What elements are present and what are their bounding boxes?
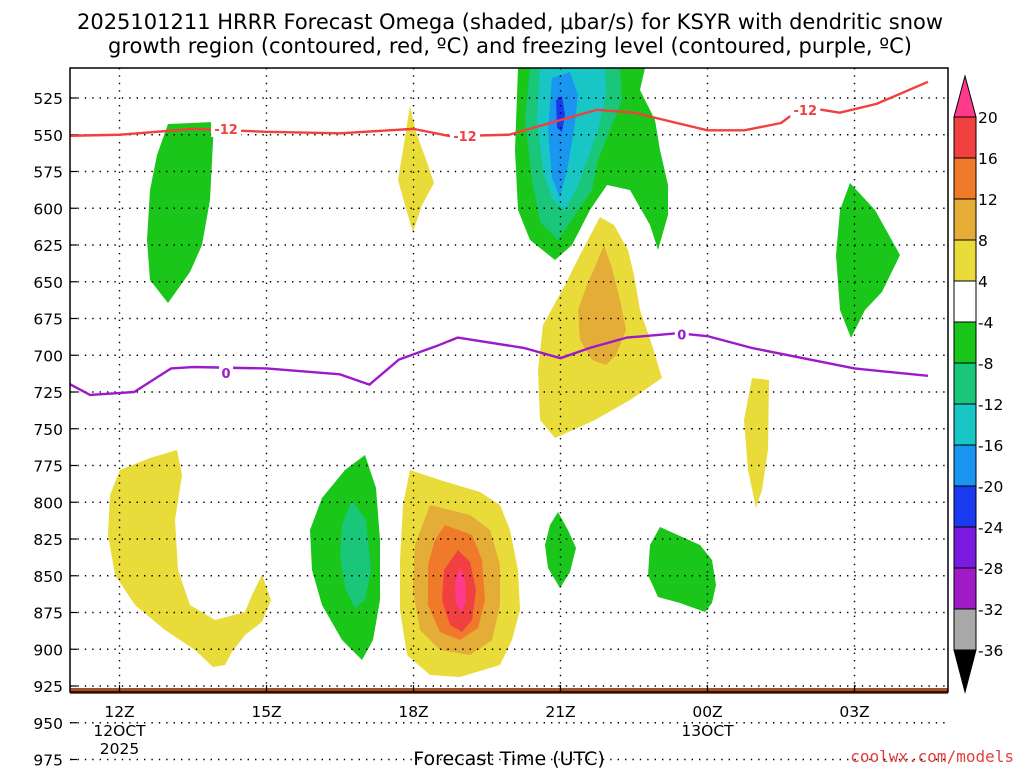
y-tick-label: 975	[33, 752, 63, 768]
colorbar-label: 4	[978, 273, 988, 291]
credit-text: coolwx.com/models	[850, 747, 1014, 766]
colorbar-label: 20	[978, 109, 998, 127]
x-year-label: 2025	[100, 740, 139, 758]
colorbar-segment	[953, 116, 977, 159]
colorbar-label: 12	[978, 191, 998, 209]
colorbar-label: -32	[978, 601, 1003, 619]
y-tick-label: 775	[33, 458, 63, 476]
colorbar-label: -12	[978, 396, 1003, 414]
freezing-level-line-label: 0	[677, 329, 686, 344]
surface-ground-bar	[70, 688, 948, 694]
chart-title-line1: 2025101211 HRRR Forecast Omega (shaded, …	[77, 10, 943, 34]
x-tick-label: 18Z	[398, 703, 428, 721]
colorbar-segment	[953, 198, 977, 241]
colorbar-segment	[953, 403, 977, 446]
y-tick-label: 900	[33, 641, 63, 659]
dgz-isotherm-line-label-bg	[790, 101, 821, 118]
dgz-isotherm-line-label-bg	[449, 128, 480, 145]
colorbar-segment	[953, 280, 977, 323]
y-tick-label: 700	[33, 347, 63, 365]
dgz-isotherm-line-label: -12	[214, 123, 238, 138]
colorbar-segment	[953, 485, 977, 528]
colorbar-segment	[953, 157, 977, 200]
y-tick-label: 725	[33, 384, 63, 402]
colorbar-segment	[953, 239, 977, 282]
freezing-level-line-label: 0	[222, 367, 231, 382]
omega-region-downward-12z-lowlevel	[108, 450, 271, 667]
colorbar-top-triangle	[953, 74, 977, 118]
colorbar-segment	[953, 526, 977, 569]
omega-shading	[108, 68, 900, 677]
y-tick-label: 825	[33, 531, 63, 549]
colorbar-bottom-triangle	[953, 649, 977, 694]
freezing-level-line	[70, 332, 929, 397]
x-tick-label: 03Z	[839, 703, 869, 721]
contour-lines: -12 -12 -12 0 0	[70, 80, 929, 397]
y-tick-label: 625	[33, 237, 63, 255]
colorbar-label: -8	[978, 355, 993, 373]
colorbar-label: -28	[978, 560, 1003, 578]
dgz-isotherm-line-label-bg	[211, 120, 242, 137]
y-tick-label: 650	[33, 274, 63, 292]
y-tick-label: 875	[33, 605, 63, 623]
y-tick-label: 600	[33, 200, 63, 218]
colorbar-label: 8	[978, 232, 988, 250]
y-tick-label: 675	[33, 311, 63, 329]
colorbar-segment	[953, 444, 977, 487]
freezing-level-line-label-bg	[674, 326, 689, 343]
omega-region-upward-03z	[836, 183, 900, 338]
y-tick-label: 850	[33, 568, 63, 586]
gridlines	[70, 68, 948, 761]
x-tick-label: 00Z	[692, 703, 722, 721]
y-tick-label: 525	[33, 90, 63, 108]
x-tick-label: 12Z	[104, 703, 134, 721]
omega-region-downward-22z-orange	[578, 245, 626, 365]
x-date-label: 13OCT	[681, 722, 734, 740]
x-tick-label: 15Z	[251, 703, 281, 721]
freezing-level-line-label-bg	[219, 364, 234, 381]
colorbar-label: -16	[978, 437, 1003, 455]
colorbar: 20 16 12 8 4 -4 -8 -12 -16 -20 -24 -28 -32 -36	[953, 74, 1003, 694]
colorbar-label: -20	[978, 478, 1003, 496]
y-tick-label: 750	[33, 421, 63, 439]
omega-region-upward-13z	[147, 122, 214, 303]
x-tick-label: 21Z	[545, 703, 575, 721]
colorbar-segment	[953, 362, 977, 405]
omega-region-upward-21z-darkblue	[556, 96, 565, 132]
colorbar-label: -4	[978, 314, 993, 332]
x-axis-label: Forecast Time (UTC)	[413, 748, 604, 768]
x-date-label: 12OCT	[93, 722, 146, 740]
colorbar-label: -24	[978, 519, 1003, 537]
chart-title-line2: growth region (contoured, red, ºC) and f…	[108, 34, 912, 58]
colorbar-segment	[953, 567, 977, 610]
y-tick-label: 550	[33, 127, 63, 145]
omega-region-upward-17z-teal	[340, 500, 371, 608]
omega-region-downward-18z-aloft	[398, 106, 434, 232]
colorbar-label: -36	[978, 642, 1003, 660]
omega-region-downward-19z-pink	[455, 567, 466, 612]
colorbar-segment	[953, 608, 977, 651]
colorbar-label: 16	[978, 150, 998, 168]
y-tick-label: 575	[33, 164, 63, 182]
colorbar-segment	[953, 321, 977, 364]
omega-region-upward-00z-lowlevel	[648, 527, 716, 612]
dgz-isotherm-line-label: -12	[794, 104, 818, 119]
y-axis-ticks: 525 550 575 600 625 650 675 700 725 750 775 800 825 8…	[33, 90, 77, 768]
y-tick-label: 800	[33, 494, 63, 512]
plot-frame	[69, 67, 949, 693]
dgz-isotherm-line-label: -12	[453, 130, 477, 145]
omega-region-downward-01z	[744, 378, 769, 508]
y-tick-label: 950	[33, 715, 63, 733]
y-tick-label: 925	[33, 678, 63, 696]
omega-region-upward-21z-blue	[548, 72, 578, 198]
